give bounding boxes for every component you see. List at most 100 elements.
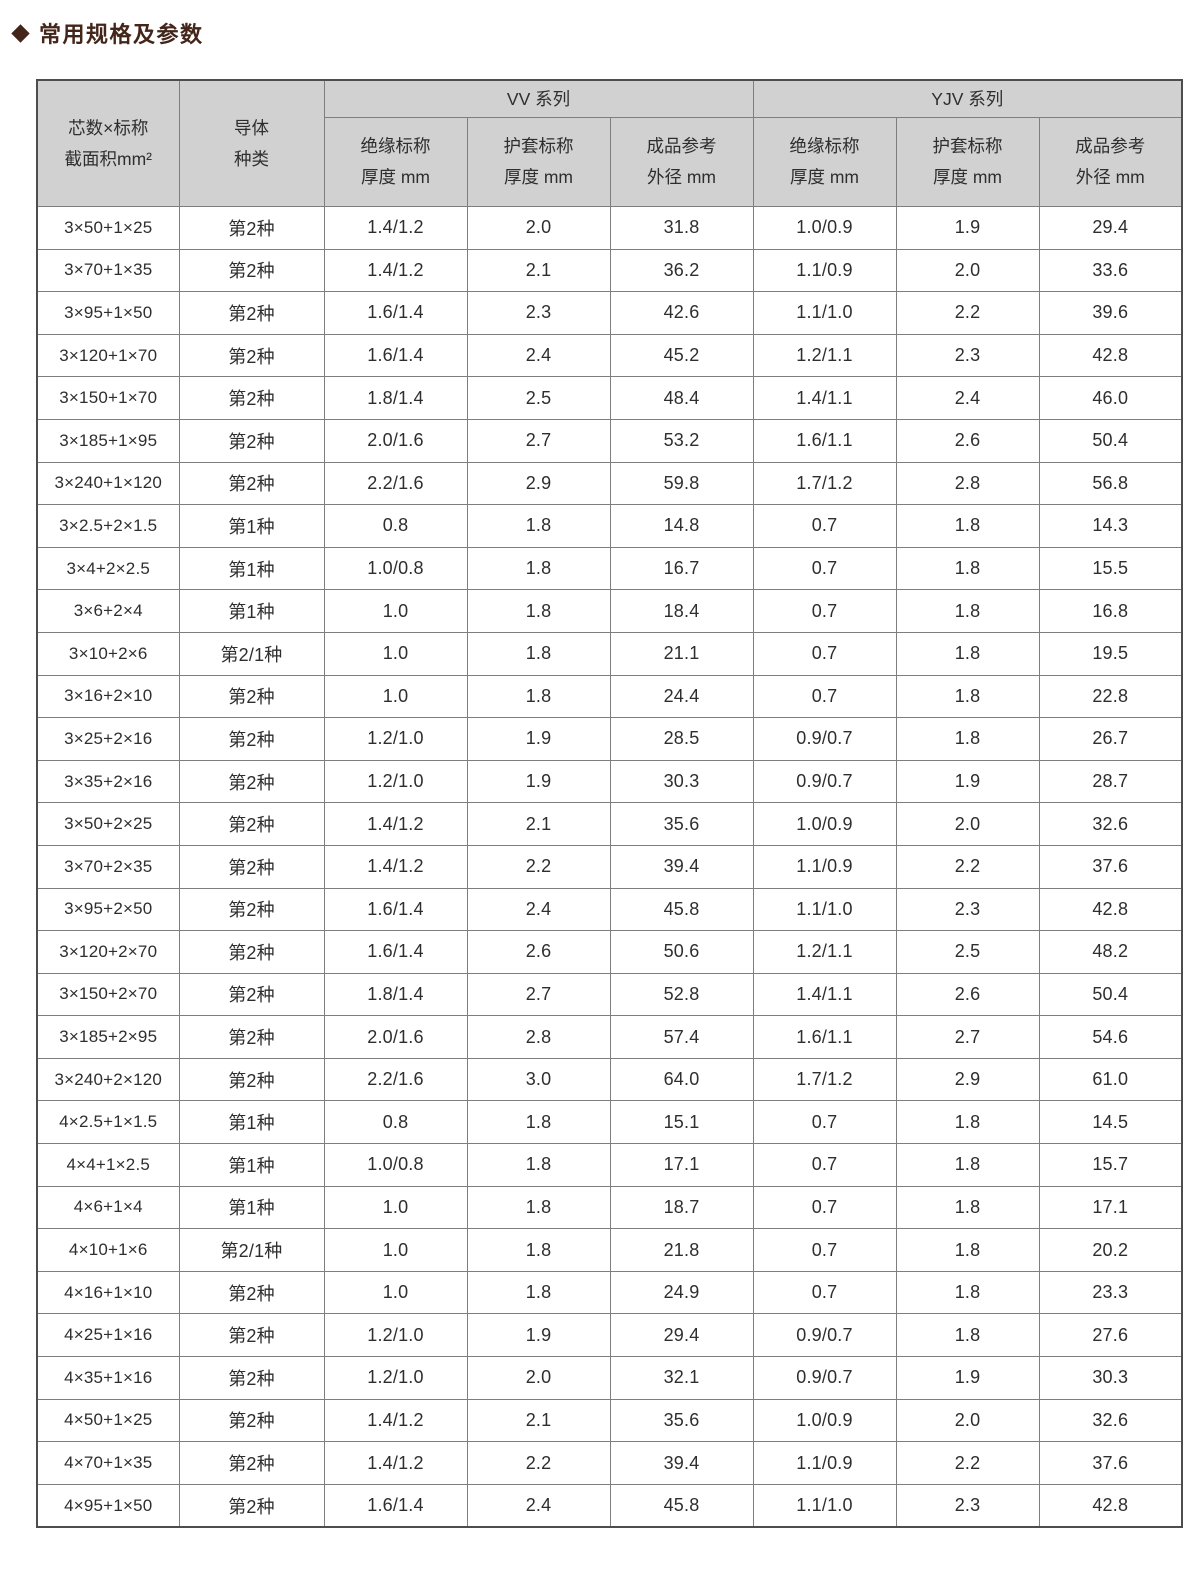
spec-cell: 3×50+1×25 xyxy=(36,206,180,250)
vv-insulation-thickness-cell: 1.8/1.4 xyxy=(323,972,468,1017)
conductor-type-cell: 第2种 xyxy=(178,844,325,889)
spec-cell: 3×4+2×2.5 xyxy=(36,546,180,591)
vv-insulation-thickness-cell: 1.0 xyxy=(323,1185,468,1230)
yjv-sheath-thickness-cell: 2.2 xyxy=(895,1441,1040,1485)
yjv-insulation-thickness-cell: 0.7 xyxy=(752,1185,897,1230)
yjv-insulation-thickness-cell: 1.4/1.1 xyxy=(752,376,897,420)
spec-cell: 3×120+1×70 xyxy=(36,333,180,378)
vv-outer-diameter-cell: 39.4 xyxy=(609,1441,754,1485)
yjv-sheath-thickness-cell: 1.9 xyxy=(895,1356,1040,1400)
vv-insulation-thickness-cell: 2.0/1.6 xyxy=(323,418,468,463)
yjv-outer-diameter-cell: 32.6 xyxy=(1038,802,1183,846)
yjv-sheath-thickness-cell: 1.8 xyxy=(895,631,1040,676)
table-row: 4×35+1×16 第2种 1.2/1.0 2.0 32.1 0.9/0.7 1… xyxy=(36,1356,1183,1400)
yjv-sheath-thickness-cell: 1.9 xyxy=(895,759,1040,804)
vv-insulation-thickness-cell: 1.0 xyxy=(323,589,468,633)
conductor-type-cell: 第2种 xyxy=(178,1483,325,1528)
spec-cell: 3×2.5+2×1.5 xyxy=(36,504,180,548)
yjv-insulation-thickness-cell: 0.9/0.7 xyxy=(752,759,897,804)
conductor-type-cell: 第2种 xyxy=(178,461,325,506)
spec-cell: 3×120+2×70 xyxy=(36,930,180,974)
conductor-type-cell: 第2种 xyxy=(178,717,325,761)
table-row: 4×95+1×50 第2种 1.6/1.4 2.4 45.8 1.1/1.0 2… xyxy=(36,1483,1183,1528)
vv-sheath-thickness-cell: 2.8 xyxy=(466,1015,611,1059)
yjv-outer-diameter-cell: 23.3 xyxy=(1038,1270,1183,1315)
vv-outer-diameter-cell: 30.3 xyxy=(609,759,754,804)
spec-cell: 3×16+2×10 xyxy=(36,674,180,719)
vv-sheath-thickness-cell: 2.6 xyxy=(466,930,611,974)
spec-cell: 3×35+2×16 xyxy=(36,759,180,804)
yjv-outer-diameter-cell: 33.6 xyxy=(1038,248,1183,293)
vv-insulation-thickness-cell: 1.0/0.8 xyxy=(323,546,468,591)
table-row: 3×240+2×120 第2种 2.2/1.6 3.0 64.0 1.7/1.2… xyxy=(36,1057,1183,1102)
spec-cell: 4×10+1×6 xyxy=(36,1228,180,1272)
vv-outer-diameter-cell: 18.4 xyxy=(609,589,754,633)
yjv-outer-diameter-cell: 56.8 xyxy=(1038,461,1183,506)
vv-insulation-thickness-cell: 0.8 xyxy=(323,1100,468,1145)
vv-insulation-thickness-cell: 1.4/1.2 xyxy=(323,844,468,889)
yjv-outer-diameter-cell: 20.2 xyxy=(1038,1228,1183,1272)
yjv-insulation-thickness-cell: 1.4/1.1 xyxy=(752,972,897,1017)
conductor-type-cell: 第2种 xyxy=(178,1441,325,1485)
vv-insulation-thickness-cell: 1.4/1.2 xyxy=(323,802,468,846)
spec-cell: 3×150+1×70 xyxy=(36,376,180,420)
vv-outer-diameter-cell: 42.6 xyxy=(609,291,754,335)
conductor-type-cell: 第2种 xyxy=(178,1057,325,1102)
vv-sheath-thickness-cell: 1.8 xyxy=(466,1228,611,1272)
vv-sheath-thickness-cell: 2.4 xyxy=(466,1483,611,1528)
table-row: 3×35+2×16 第2种 1.2/1.0 1.9 30.3 0.9/0.7 1… xyxy=(36,759,1183,804)
spec-cell: 3×70+2×35 xyxy=(36,844,180,889)
yjv-sheath-thickness-cell: 2.3 xyxy=(895,887,1040,932)
vv-outer-diameter-cell: 36.2 xyxy=(609,248,754,293)
spec-cell: 3×240+1×120 xyxy=(36,461,180,506)
vv-sheath-thickness-cell: 2.0 xyxy=(466,1356,611,1400)
yjv-sheath-thickness-cell: 1.8 xyxy=(895,1185,1040,1230)
vv-outer-diameter-cell: 15.1 xyxy=(609,1100,754,1145)
header-yjv-insulation-thickness: 绝缘标称 厚度 mm xyxy=(752,117,897,207)
yjv-outer-diameter-cell: 42.8 xyxy=(1038,333,1183,378)
yjv-insulation-thickness-cell: 1.7/1.2 xyxy=(752,461,897,506)
conductor-type-cell: 第2种 xyxy=(178,1270,325,1315)
vv-outer-diameter-cell: 59.8 xyxy=(609,461,754,506)
conductor-type-cell: 第2/1种 xyxy=(178,1228,325,1272)
table-row: 4×70+1×35 第2种 1.4/1.2 2.2 39.4 1.1/0.9 2… xyxy=(36,1441,1183,1485)
yjv-insulation-thickness-cell: 0.7 xyxy=(752,1270,897,1315)
yjv-outer-diameter-cell: 22.8 xyxy=(1038,674,1183,719)
vv-sheath-thickness-cell: 1.8 xyxy=(466,1143,611,1187)
vv-outer-diameter-cell: 16.7 xyxy=(609,546,754,591)
spec-cell: 4×4+1×2.5 xyxy=(36,1143,180,1187)
table-row: 3×50+1×25 第2种 1.4/1.2 2.0 31.8 1.0/0.9 1… xyxy=(36,206,1183,250)
vv-outer-diameter-cell: 24.9 xyxy=(609,1270,754,1315)
vv-sheath-thickness-cell: 1.8 xyxy=(466,546,611,591)
vv-insulation-thickness-cell: 2.0/1.6 xyxy=(323,1015,468,1059)
yjv-insulation-thickness-cell: 1.0/0.9 xyxy=(752,1398,897,1443)
spec-cell: 4×50+1×25 xyxy=(36,1398,180,1443)
yjv-sheath-thickness-cell: 1.8 xyxy=(895,1270,1040,1315)
spec-cell: 3×95+2×50 xyxy=(36,887,180,932)
vv-insulation-thickness-cell: 1.6/1.4 xyxy=(323,333,468,378)
table-row: 3×6+2×4 第1种 1.0 1.8 18.4 0.7 1.8 16.8 xyxy=(36,589,1183,633)
vv-insulation-thickness-cell: 1.8/1.4 xyxy=(323,376,468,420)
vv-outer-diameter-cell: 24.4 xyxy=(609,674,754,719)
table-row: 3×185+2×95 第2种 2.0/1.6 2.8 57.4 1.6/1.1 … xyxy=(36,1015,1183,1059)
table-row: 3×16+2×10 第2种 1.0 1.8 24.4 0.7 1.8 22.8 xyxy=(36,674,1183,719)
table-row: 4×4+1×2.5 第1种 1.0/0.8 1.8 17.1 0.7 1.8 1… xyxy=(36,1143,1183,1187)
vv-insulation-thickness-cell: 1.2/1.0 xyxy=(323,1313,468,1358)
yjv-outer-diameter-cell: 32.6 xyxy=(1038,1398,1183,1443)
table-row: 4×6+1×4 第1种 1.0 1.8 18.7 0.7 1.8 17.1 xyxy=(36,1185,1183,1230)
vv-sheath-thickness-cell: 1.9 xyxy=(466,717,611,761)
table-row: 3×150+1×70 第2种 1.8/1.4 2.5 48.4 1.4/1.1 … xyxy=(36,376,1183,420)
yjv-insulation-thickness-cell: 1.7/1.2 xyxy=(752,1057,897,1102)
table-row: 3×185+1×95 第2种 2.0/1.6 2.7 53.2 1.6/1.1 … xyxy=(36,418,1183,463)
spec-cell: 3×10+2×6 xyxy=(36,631,180,676)
table-row: 3×4+2×2.5 第1种 1.0/0.8 1.8 16.7 0.7 1.8 1… xyxy=(36,546,1183,591)
yjv-insulation-thickness-cell: 0.7 xyxy=(752,589,897,633)
spec-cell: 3×50+2×25 xyxy=(36,802,180,846)
vv-sheath-thickness-cell: 1.8 xyxy=(466,631,611,676)
yjv-sheath-thickness-cell: 1.8 xyxy=(895,674,1040,719)
vv-outer-diameter-cell: 31.8 xyxy=(609,206,754,250)
yjv-sheath-thickness-cell: 2.0 xyxy=(895,1398,1040,1443)
spec-cell: 4×2.5+1×1.5 xyxy=(36,1100,180,1145)
yjv-insulation-thickness-cell: 0.7 xyxy=(752,546,897,591)
yjv-outer-diameter-cell: 37.6 xyxy=(1038,1441,1183,1485)
